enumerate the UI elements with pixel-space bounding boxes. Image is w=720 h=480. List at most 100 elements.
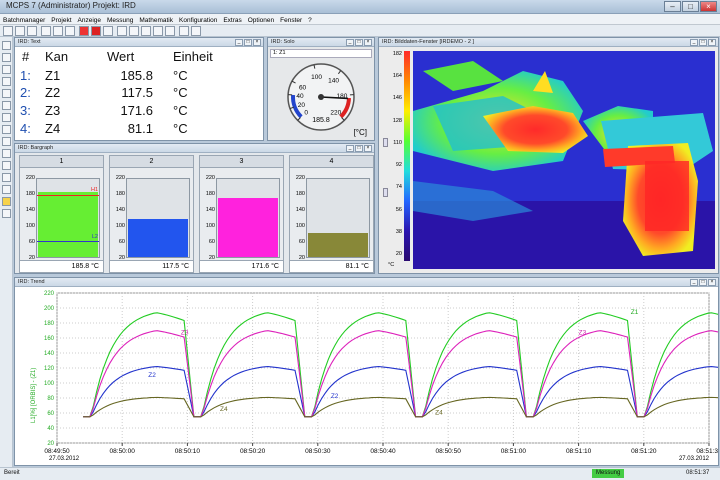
tool-grid-icon[interactable] <box>2 101 11 110</box>
trend-y-tick: 200 <box>44 306 55 312</box>
tool-cursor-icon[interactable] <box>2 77 11 86</box>
gauge-unit: [°C] <box>354 128 367 137</box>
trend-y-tick: 100 <box>44 381 55 387</box>
text-window-maximize-button[interactable]: □ <box>244 39 252 46</box>
tool-pan-icon[interactable] <box>2 65 11 74</box>
row-unit: °C <box>173 68 188 83</box>
row-kan: Z1 <box>45 68 61 83</box>
bar-axis-tick: 180 <box>295 191 305 197</box>
text-window-minimize-button[interactable]: _ <box>235 39 243 46</box>
menu-batchmanager[interactable]: Batchmanager <box>3 17 46 24</box>
menu-messung[interactable]: Messung <box>107 17 134 24</box>
bar-high-limit-label: H1 <box>90 186 98 193</box>
window-icon[interactable] <box>65 26 75 36</box>
bar-axis-tick: 140 <box>115 207 125 213</box>
row-unit: °C <box>173 103 188 118</box>
gauge-view-icon[interactable] <box>153 26 163 36</box>
minimize-button[interactable]: – <box>664 1 681 12</box>
menu-projekt[interactable]: Projekt <box>51 17 72 24</box>
tool-scale-icon[interactable] <box>2 113 11 122</box>
trend-x-tick: 08:51:30 <box>696 448 718 455</box>
trend-view-icon[interactable] <box>129 26 139 36</box>
row-num: 4: <box>20 121 31 136</box>
tool-color-icon[interactable] <box>2 161 11 170</box>
row-unit: °C <box>173 121 188 136</box>
menu-anzeige[interactable]: Anzeige <box>77 17 102 24</box>
thermal-scale-tick: 146 <box>392 95 402 102</box>
menu-optionen[interactable]: Optionen <box>247 17 275 24</box>
trend-window-title: IRD: Trend <box>15 278 718 287</box>
tool-line-icon[interactable] <box>2 173 11 182</box>
pause-icon[interactable] <box>103 26 113 36</box>
image-view-icon[interactable] <box>165 26 175 36</box>
bar-axis-tick: 220 <box>205 175 215 181</box>
new-icon[interactable] <box>3 26 13 36</box>
trend-series-z4 <box>83 396 718 418</box>
bar-axis-tick: 140 <box>295 207 305 213</box>
gauge-window-close-button[interactable]: × <box>364 39 372 46</box>
trend-window-maximize-button[interactable]: □ <box>699 279 707 286</box>
trend-chart[interactable]: 20 40 60 80 100 120 140 160 180 200 220 08:49:50 08:… <box>15 287 718 465</box>
bar-low-limit-label: L2 <box>91 234 98 241</box>
menu-konfiguration[interactable]: Konfiguration <box>179 17 218 24</box>
tool-copy-icon[interactable] <box>2 149 11 158</box>
bar-axis-tick: 180 <box>25 191 35 197</box>
tool-text-icon[interactable] <box>2 185 11 194</box>
bar-channel-header: 2 <box>110 156 193 168</box>
menu-help[interactable]: ? <box>308 17 312 24</box>
menu-fenster[interactable]: Fenster <box>280 17 303 24</box>
gauge-value: 185.8 <box>312 117 330 124</box>
text-window-close-button[interactable]: × <box>253 39 261 46</box>
thermal-scale-slider-top[interactable] <box>383 138 388 147</box>
text-window: IRD: Text _ □ × # Kan Wert Einheit 1: Z1… <box>14 37 264 141</box>
menu-mathematik[interactable]: Mathematik <box>139 17 173 24</box>
bargraph-window-maximize-button[interactable]: □ <box>355 145 363 152</box>
tool-zoom-icon[interactable] <box>2 53 11 62</box>
close-button[interactable]: × <box>700 1 717 12</box>
menu-extras[interactable]: Extras <box>223 17 242 24</box>
bar-fill <box>38 192 98 257</box>
text-view-icon[interactable] <box>117 26 127 36</box>
gauge-window-minimize-button[interactable]: _ <box>346 39 354 46</box>
thermal-window-minimize-button[interactable]: _ <box>690 39 698 46</box>
trend-series-label: Z4 <box>220 406 228 413</box>
bargraph-window-minimize-button[interactable]: _ <box>346 145 354 152</box>
maximize-button[interactable]: □ <box>682 1 699 12</box>
gauge-tick-label: 100 <box>311 74 322 81</box>
thermal-scale-slider-bottom[interactable] <box>383 188 388 197</box>
config-icon[interactable] <box>41 26 51 36</box>
bar-fill <box>218 197 278 257</box>
thermal-window-maximize-button[interactable]: □ <box>699 39 707 46</box>
save-icon[interactable] <box>27 26 37 36</box>
tool-select-icon[interactable] <box>2 41 11 50</box>
gauge-window-maximize-button[interactable]: □ <box>355 39 363 46</box>
stop-icon[interactable] <box>91 26 101 36</box>
gauge-window: IRD: Solo _ □ × 1: Z1 0 20 40 60 100 140 180 22… <box>267 37 375 141</box>
record-icon[interactable] <box>79 26 89 36</box>
print-icon[interactable] <box>179 26 189 36</box>
trend-x-tick: 08:50:20 <box>240 448 266 455</box>
trend-y-tick: 60 <box>47 411 54 417</box>
bar-panel: 2 220 180 140 100 60 20 117.5 °C <box>109 155 194 273</box>
side-toolbar <box>0 37 13 467</box>
bar-axis-tick: 220 <box>115 175 125 181</box>
channels-icon[interactable] <box>53 26 63 36</box>
tool-legend-icon[interactable] <box>2 125 11 134</box>
tool-settings-icon[interactable] <box>2 209 11 218</box>
trend-window-close-button[interactable]: × <box>708 279 716 286</box>
bargraph-window-close-button[interactable]: × <box>364 145 372 152</box>
help-icon[interactable] <box>191 26 201 36</box>
bar-plot-area <box>216 178 280 258</box>
gauge-tick <box>289 106 295 110</box>
tool-marker-icon[interactable] <box>2 89 11 98</box>
open-icon[interactable] <box>15 26 25 36</box>
tool-folder-icon[interactable] <box>2 197 11 206</box>
trend-series-label: Z1 <box>631 309 639 316</box>
thermal-window-close-button[interactable]: × <box>708 39 716 46</box>
gauge-channel-select[interactable]: 1: Z1 <box>270 49 372 58</box>
bar-view-icon[interactable] <box>141 26 151 36</box>
trend-window-minimize-button[interactable]: _ <box>690 279 698 286</box>
bar-high-limit-line <box>37 194 99 196</box>
tool-export-icon[interactable] <box>2 137 11 146</box>
trend-series-label: Z4 <box>435 410 443 417</box>
